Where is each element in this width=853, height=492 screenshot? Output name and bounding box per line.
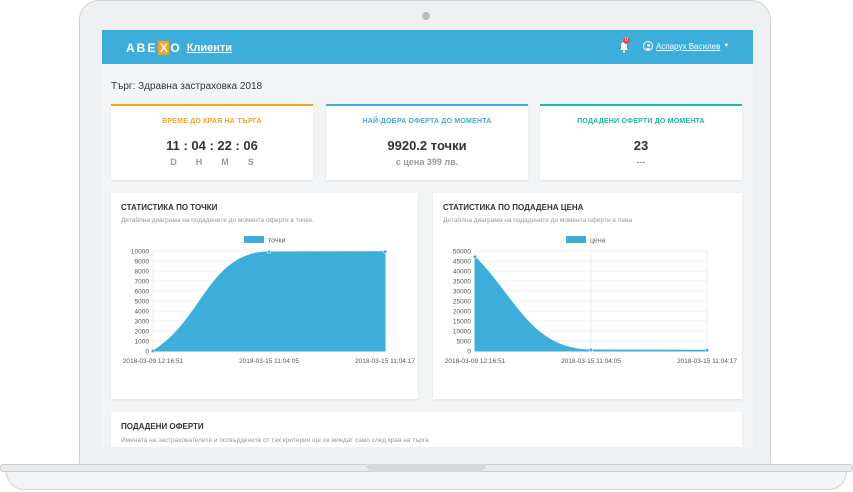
- logo[interactable]: ABE X O Клиенти: [126, 41, 232, 55]
- y-tick-label: 0: [467, 349, 471, 356]
- price-chart: цена 0 5000 10000 15000 20000 25000 30000 35000 4…: [445, 236, 737, 365]
- y-tick-label: 25000: [453, 299, 471, 306]
- y-tick-label: 15000: [453, 319, 471, 326]
- unit-days: D: [170, 157, 177, 167]
- y-tick-label: 35000: [453, 279, 471, 286]
- countdown-value: 11 : 04 : 22 : 06: [166, 138, 258, 153]
- data-point[interactable]: [266, 249, 272, 255]
- x-tick-label: 2018-03-15 11:04:17: [355, 358, 415, 365]
- y-tick-label: 1000: [135, 339, 150, 346]
- x-tick-label: 2018-03-09 12:16:51: [445, 358, 506, 365]
- price-chart-title: СТАТИСТИКА ПО ПОДАДЕНА ЦЕНА: [443, 203, 584, 212]
- y-tick-label: 40000: [453, 269, 471, 276]
- x-tick-label: 2018-03-15 11:04:17: [677, 358, 737, 365]
- points-chart: точки 0 1000 2000 3000 4000 5000 6000 7000 8000 90…: [123, 236, 415, 365]
- y-tick-label: 45000: [453, 259, 471, 266]
- y-tick-label: 3000: [135, 319, 150, 326]
- base-bottom: [6, 472, 847, 490]
- user-menu[interactable]: Аспарух Василев ▼: [643, 41, 729, 51]
- offers-title: ПОДАДЕНИ ОФЕРТИ: [121, 422, 204, 431]
- time-card-title: ВРЕМЕ ДО КРАЯ НА ТЪРГА: [162, 118, 262, 125]
- area-series[interactable]: [151, 251, 386, 352]
- y-tick-label: 6000: [135, 289, 150, 296]
- y-tick-label: 8000: [135, 269, 150, 276]
- points-chart-subtitle: Детайлна диаграма на подадените до момен…: [121, 217, 314, 224]
- data-point[interactable]: [704, 348, 710, 353]
- data-point[interactable]: [472, 254, 478, 260]
- data-point[interactable]: [150, 348, 156, 354]
- offers-count-card: ПОДАДЕНИ ОФЕРТИ ДО МОМЕНТА 23 ---: [540, 104, 742, 180]
- offers-subtitle: Имената на застрахователите и потвърдени…: [121, 437, 429, 444]
- x-tick-label: 2018-03-15 11:04:05: [239, 358, 299, 365]
- unit-minutes: M: [221, 157, 229, 167]
- best-offer-value: 9920.2 точки: [387, 138, 467, 153]
- countdown-units: D H M S: [111, 157, 313, 167]
- y-tick-label: 50000: [453, 249, 471, 256]
- offers-count-title: ПОДАДЕНИ ОФЕРТИ ДО МОМЕНТА: [577, 118, 705, 125]
- camera-dot: [422, 12, 430, 20]
- x-tick-label: 2018-03-15 11:04:05: [561, 358, 621, 365]
- best-offer-card: НАЙ-ДОБРА ОФЕРТА ДО МОМЕНТА 9920.2 точки…: [326, 104, 528, 180]
- price-chart-card: СТАТИСТИКА ПО ПОДАДЕНА ЦЕНА Детайлна диа…: [433, 193, 742, 399]
- best-offer-price: с цена 399 лв.: [395, 157, 459, 167]
- legend-label[interactable]: точки: [268, 238, 286, 245]
- time-card: ВРЕМЕ ДО КРАЯ НА ТЪРГА 11 : 04 : 22 : 06…: [111, 104, 313, 180]
- data-point[interactable]: [588, 347, 594, 353]
- y-tick-label: 30000: [453, 289, 471, 296]
- y-tick-label: 0: [145, 349, 149, 356]
- page-title: Търг: Здравна застраховка 2018: [111, 81, 263, 92]
- y-tick-label: 4000: [135, 309, 150, 316]
- legend-swatch[interactable]: [566, 236, 586, 243]
- unit-seconds: S: [247, 157, 254, 167]
- y-tick-label: 5000: [135, 299, 150, 306]
- best-offer-title: НАЙ-ДОБРА ОФЕРТА ДО МОМЕНТА: [362, 118, 492, 125]
- y-tick-label: 10000: [131, 249, 149, 256]
- laptop-base: [0, 464, 853, 492]
- y-tick-label: 7000: [135, 279, 150, 286]
- navbar: ABE X O Клиенти 0 Аспарух Василев ▼: [102, 30, 753, 64]
- offers-card: ПОДАДЕНИ ОФЕРТИ Имената на застраховател…: [111, 412, 742, 447]
- y-tick-label: 2000: [135, 329, 150, 336]
- y-tick-label: 5000: [457, 339, 472, 346]
- legend-label[interactable]: цена: [590, 238, 606, 245]
- x-tick-label: 2018-03-09 12:16:51: [123, 358, 184, 365]
- chevron-down-icon: ▼: [723, 43, 730, 49]
- data-point[interactable]: [382, 249, 388, 254]
- screen: ABE X O Клиенти 0 Аспарух Василев ▼ Търг: …: [102, 30, 753, 447]
- user-icon: [643, 41, 653, 51]
- logo-mark: ABE X O: [126, 41, 182, 55]
- y-tick-label: 20000: [453, 309, 471, 316]
- y-tick-label: 10000: [453, 329, 471, 336]
- points-chart-title: СТАТИСТИКА ПО ТОЧКИ: [121, 203, 218, 212]
- bell-icon[interactable]: [619, 41, 629, 53]
- y-tick-label: 9000: [135, 259, 150, 266]
- app-title[interactable]: Клиенти: [186, 42, 233, 54]
- legend-swatch[interactable]: [244, 236, 264, 243]
- notification-badge: 0: [623, 37, 630, 44]
- offers-count-value: 23: [633, 138, 649, 153]
- unit-hours: H: [195, 157, 203, 167]
- base-notch: [366, 464, 486, 472]
- points-chart-card: СТАТИСТИКА ПО ТОЧКИ Детайлна диаграма на…: [111, 193, 418, 399]
- offers-count-sub: ---: [636, 157, 646, 167]
- price-chart-subtitle: Детайлна диаграма на подадените до момен…: [443, 217, 633, 224]
- user-name[interactable]: Аспарух Василев: [656, 41, 721, 51]
